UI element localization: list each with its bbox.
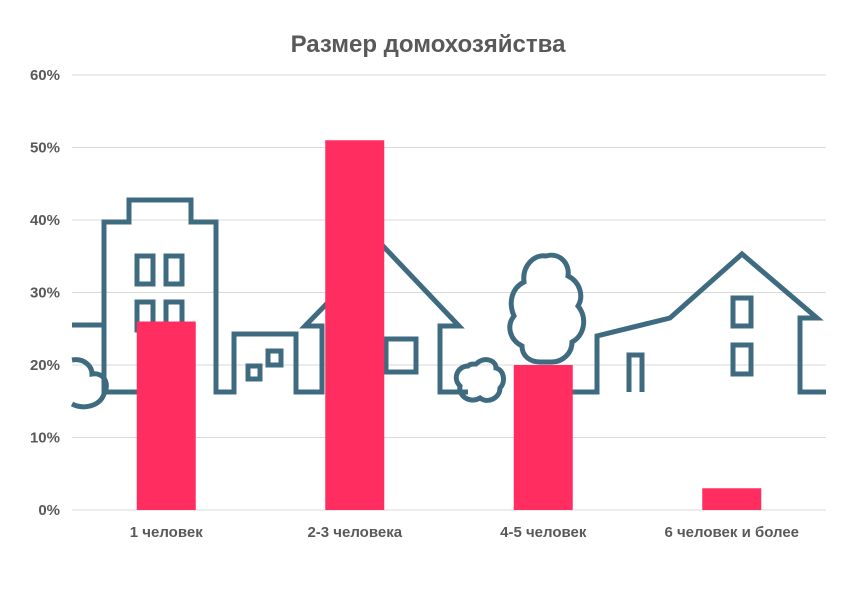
fence-post-icon <box>626 352 645 392</box>
x-category-label: 4-5 человек <box>500 524 587 541</box>
x-axis-categories: 1 человек 2-3 человека 4-5 человек 6 челове… <box>130 524 799 541</box>
bar <box>325 140 385 510</box>
window-icon <box>163 253 185 287</box>
bar <box>513 365 573 510</box>
window-icon <box>730 342 754 377</box>
window-icon <box>383 336 419 375</box>
bar <box>136 321 196 510</box>
y-tick-label: 20% <box>30 357 60 374</box>
window-icon <box>730 295 754 329</box>
y-tick-label: 0% <box>38 502 60 519</box>
y-tick-label: 60% <box>30 67 60 84</box>
window-icon <box>265 348 284 368</box>
x-category-label: 1 человек <box>130 524 203 541</box>
house-outline <box>572 250 826 395</box>
tree-icon <box>507 252 587 365</box>
window-icon <box>245 363 263 382</box>
window-icon <box>134 253 156 287</box>
bars <box>136 140 762 510</box>
bush-icon <box>453 357 506 403</box>
y-tick-label: 50% <box>30 140 60 157</box>
y-tick-label: 40% <box>30 212 60 229</box>
x-category-label: 6 человек и более <box>664 524 799 541</box>
bush-icon <box>70 357 109 410</box>
chart-title: Размер домохозяйства <box>291 31 566 58</box>
houses-illustration <box>70 197 826 410</box>
y-axis-ticks: 0% 10% 20% 30% 40% 50% 60% <box>30 67 60 519</box>
bar <box>702 488 762 510</box>
x-category-label: 2-3 человека <box>307 524 402 541</box>
y-tick-label: 30% <box>30 285 60 302</box>
y-tick-label: 10% <box>30 430 60 447</box>
